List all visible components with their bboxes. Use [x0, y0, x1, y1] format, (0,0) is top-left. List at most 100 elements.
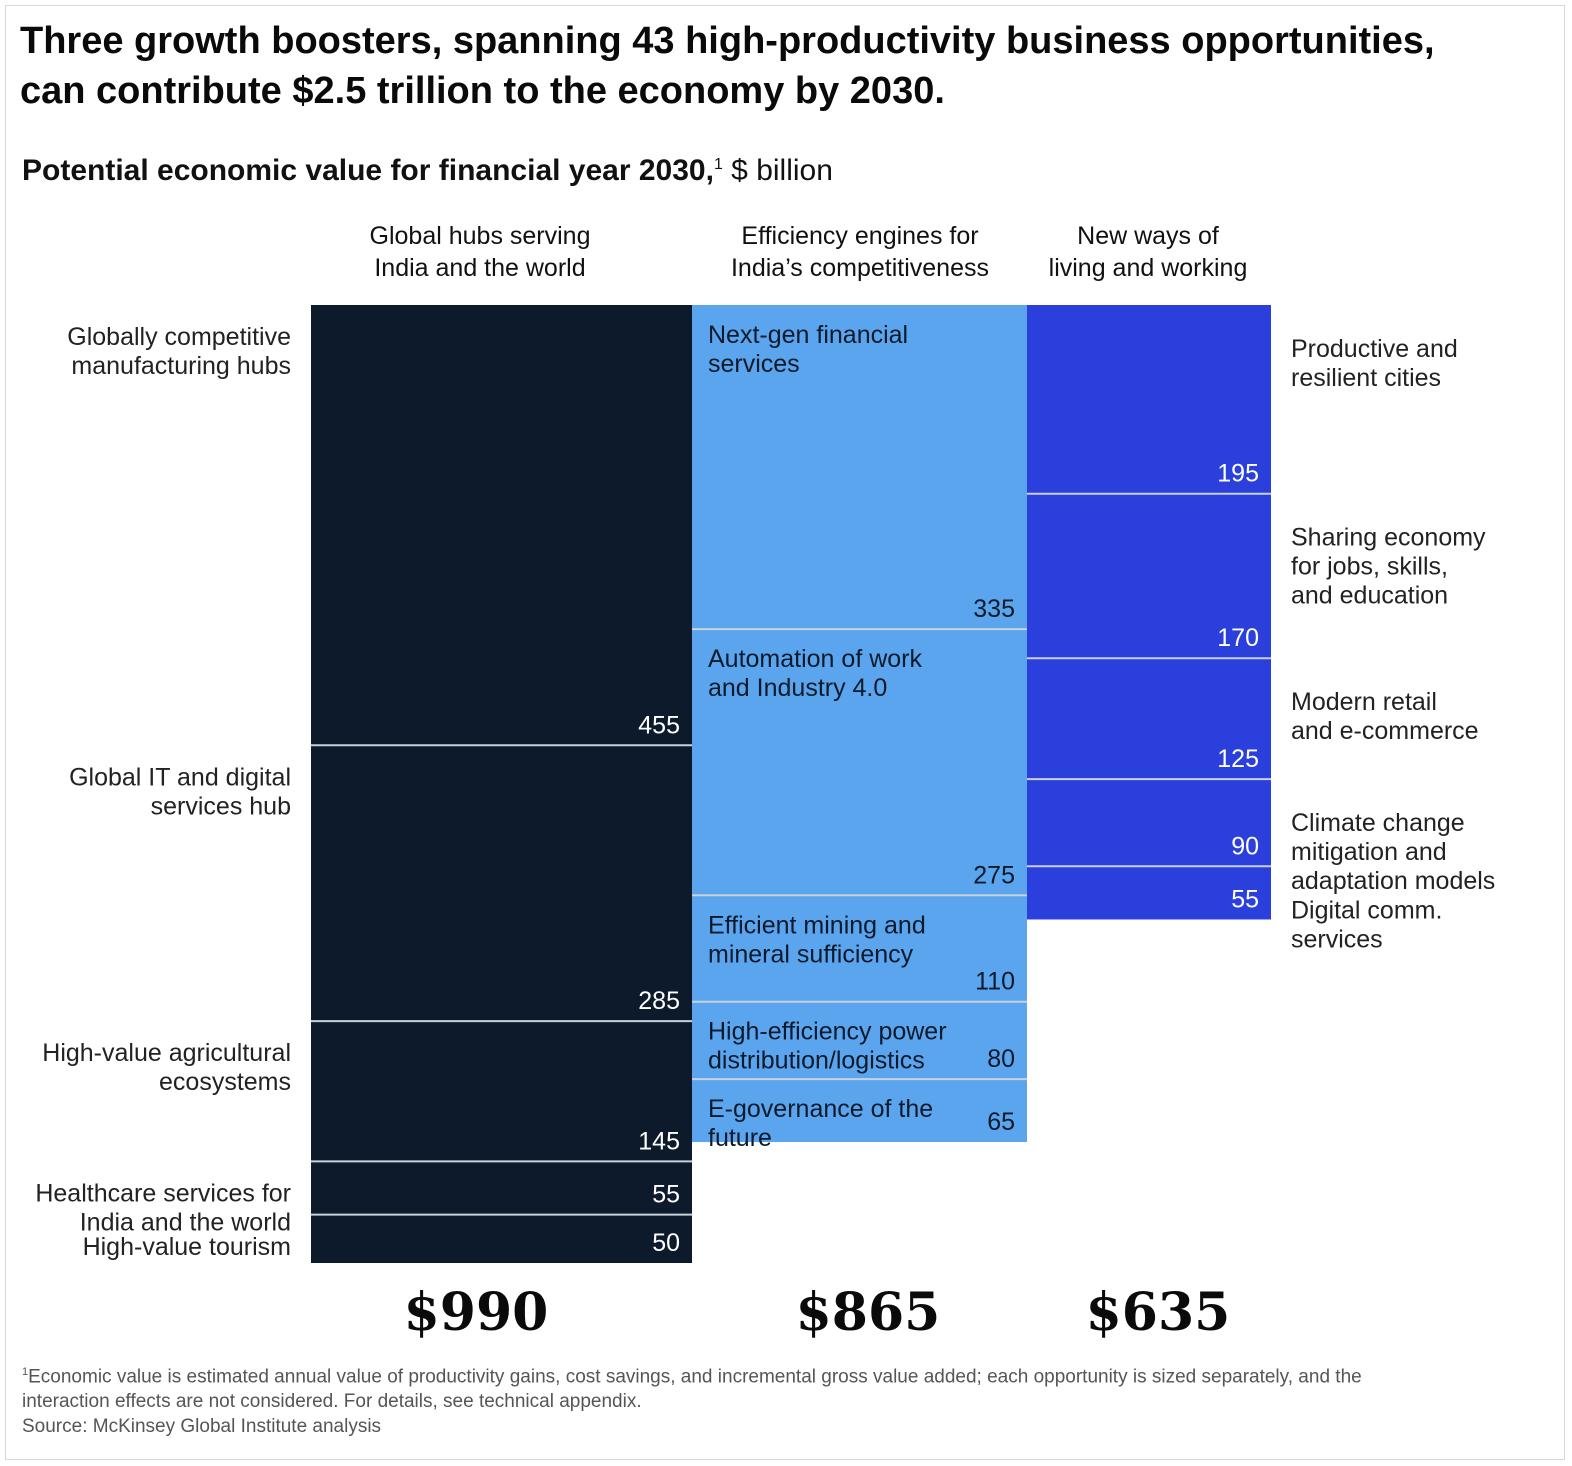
segment-category-label-line: mitigation and — [1291, 838, 1447, 866]
segment-category-label-line: services — [1291, 925, 1383, 953]
segment-category-label-line: future — [708, 1124, 772, 1152]
footnote: 1Economic value is estimated annual valu… — [22, 1360, 1552, 1439]
footnote-line-1: 1Economic value is estimated annual valu… — [22, 1360, 1552, 1389]
chart-title-line-1: Three growth boosters, spanning 43 high-… — [20, 20, 1435, 62]
segment-category-label-line: Modern retail — [1291, 688, 1437, 716]
segment-bar — [692, 1001, 1027, 1080]
subtitle-footnote-mark: 1 — [713, 156, 723, 173]
segment-category-label-line: High-value agricultural — [42, 1039, 291, 1067]
segment-category-label-line: Next-gen financial — [708, 321, 908, 349]
segment-category-label-line: Automation of work — [708, 645, 922, 673]
segment-category-label-line: ecosystems — [159, 1068, 291, 1096]
segment-category-label: Sharing economy for jobs, skills, and educ… — [1291, 524, 1486, 610]
column-header-line-2: living and working — [1048, 254, 1248, 282]
segment-bar — [1027, 493, 1271, 659]
footnote-text-1: Economic value is estimated annual value… — [28, 1366, 1362, 1388]
segment-category-label-line: services hub — [151, 792, 291, 820]
segment-category-label: High-value agricultural ecosystems — [42, 1039, 291, 1096]
segment-category-label-line: High-efficiency power — [708, 1018, 947, 1046]
column-header-new-ways: New ways of living and working — [1028, 220, 1268, 284]
segment-category-label: Digital comm. services — [1291, 896, 1442, 953]
segment-bar — [692, 305, 1027, 630]
segment-category-label-line: Sharing economy — [1291, 524, 1486, 552]
segment-bar — [1027, 866, 1271, 920]
segment-category-label-line: adaptation models — [1291, 867, 1495, 895]
footnote-source: Source: McKinsey Global Institute analys… — [22, 1416, 382, 1438]
segment-category-label-line: Climate change — [1291, 809, 1465, 837]
segment-category-label: Globally competitive manufacturing hubs — [67, 323, 291, 380]
segment-category-label-line: resilient cities — [1291, 364, 1441, 392]
column-header-line-1: New ways of — [1077, 222, 1219, 250]
segment-category-label-line: Productive and — [1291, 335, 1458, 363]
segment-category-label: Climate change mitigation and adaptation m… — [1291, 809, 1495, 895]
footnote-mark: 1 — [22, 1366, 29, 1378]
segment-category-label-line: Global IT and digital — [69, 763, 291, 791]
column-global_hubs: 455 Globally competitive manufacturing hub… — [35, 305, 692, 1263]
segment-value-label: 55 — [1231, 885, 1259, 913]
segment-category-label-line: E-governance of the — [708, 1095, 933, 1123]
segment-value-label: 455 — [638, 711, 680, 739]
segment-bar — [311, 1161, 692, 1215]
segment-category-label: Automation of work and Industry 4.0 — [708, 645, 922, 702]
segment-value-label: 50 — [652, 1229, 680, 1257]
column-efficiency_engines: 335 Next-gen financial services 275 Automati… — [692, 305, 1027, 1152]
column-new_ways: 195 Productive and resilient cities 170 Shar… — [1027, 305, 1495, 953]
column-header-line-1: Efficiency engines for — [741, 222, 979, 250]
segment-category-label-line: manufacturing hubs — [71, 352, 291, 380]
segment-category-label-line: Healthcare services for — [35, 1179, 291, 1207]
segment-category-label: Healthcare services for India and the wor… — [35, 1179, 291, 1236]
chart-subtitle: Potential economic value for financial y… — [22, 152, 833, 190]
chart-title-line-2: can contribute $2.5 trillion to the econ… — [20, 70, 945, 112]
segment-bar — [1027, 658, 1271, 780]
footnote-line-2: interaction effects are not considered. … — [22, 1391, 642, 1413]
segment-bar — [311, 745, 692, 1022]
segment-category-label-line: and Industry 4.0 — [708, 674, 887, 702]
segment-value-label: 335 — [973, 595, 1015, 623]
column-total-label: $990 — [404, 1282, 549, 1343]
subtitle-text: Potential economic value for financial y… — [22, 154, 714, 187]
chart-title: Three growth boosters, spanning 43 high-… — [20, 16, 1550, 116]
segment-category-label-line: High-value tourism — [83, 1233, 291, 1261]
segment-value-label: 90 — [1231, 832, 1259, 860]
segment-category-label-line: distribution/logistics — [708, 1047, 925, 1075]
segment-category-label: Productive and resilient cities — [1291, 335, 1458, 392]
segment-value-label: 145 — [638, 1127, 680, 1155]
segment-value-label: 65 — [987, 1108, 1015, 1136]
column-header-global-hubs: Global hubs serving India and the world — [320, 220, 640, 284]
segment-category-label-line: Digital comm. — [1291, 896, 1442, 924]
column-header-line-2: India’s competitiveness — [730, 254, 989, 282]
segment-bar — [1027, 305, 1271, 494]
segment-category-label: Next-gen financial services — [708, 321, 908, 378]
segment-category-label-line: services — [708, 350, 800, 378]
segment-value-label: 170 — [1217, 624, 1259, 652]
segment-category-label-line: Globally competitive — [67, 323, 291, 351]
segment-category-label-line: for jobs, skills, — [1291, 553, 1448, 581]
segment-category-label: Efficient mining and mineral sufficiency — [708, 911, 926, 968]
segment-bar — [311, 1214, 692, 1263]
segment-category-label: Global IT and digital services hub — [69, 763, 291, 820]
segment-value-label: 285 — [638, 987, 680, 1015]
segment-category-label: High-value tourism — [83, 1233, 291, 1261]
subtitle-unit: $ billion — [722, 154, 833, 187]
segment-value-label: 195 — [1217, 460, 1259, 488]
column-total-label: $865 — [796, 1282, 941, 1343]
segment-category-label-line: Efficient mining and — [708, 911, 926, 939]
column-header-line-2: India and the world — [374, 254, 586, 282]
segment-bar — [1027, 779, 1271, 867]
segment-value-label: 125 — [1217, 745, 1259, 773]
segment-value-label: 80 — [987, 1045, 1015, 1073]
chart-frame — [5, 5, 1565, 1460]
column-header-efficiency-engines: Efficiency engines for India’s competiti… — [700, 220, 1020, 284]
segment-bar — [311, 305, 692, 746]
segment-value-label: 55 — [652, 1181, 680, 1209]
segment-category-label-line: mineral sufficiency — [708, 940, 914, 968]
segment-category-label: E-governance of the future — [708, 1095, 933, 1152]
segment-bar — [692, 629, 1027, 896]
segment-value-label: 110 — [975, 968, 1015, 996]
column-total-label: $635 — [1086, 1282, 1231, 1343]
column-header-line-1: Global hubs serving — [369, 222, 591, 250]
segment-category-label-line: India and the world — [80, 1208, 291, 1236]
segment-category-label: Modern retail and e-commerce — [1291, 688, 1479, 745]
segment-bar — [311, 1021, 692, 1162]
